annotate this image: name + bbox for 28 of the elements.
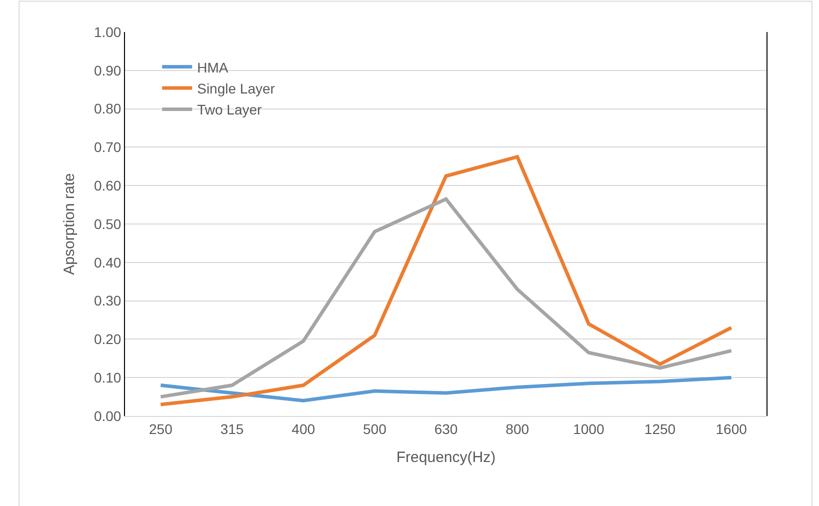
- y-tick-label: 0.00: [94, 408, 122, 424]
- line-series: [158, 197, 734, 399]
- legend-label: Two Layer: [197, 102, 262, 118]
- y-tick-label: 0.60: [94, 178, 122, 194]
- y-tick-label: 0.80: [94, 100, 122, 117]
- x-tick-label: 400: [292, 420, 316, 437]
- y-tick-label: 0.20: [94, 331, 122, 348]
- line-series: [158, 376, 734, 402]
- x-tick-label: 500: [362, 420, 387, 437]
- x-tick-label: 630: [434, 420, 458, 437]
- y-tick-label: 1.00: [94, 24, 122, 40]
- x-tick-label: 1600: [716, 420, 748, 437]
- y-tick-label: 0.70: [94, 139, 122, 156]
- y-tick-label: 0.30: [94, 292, 122, 309]
- x-axis-title: Frequency(Hz): [396, 448, 496, 466]
- legend-label: HMA: [197, 59, 229, 76]
- x-tick-label: 250: [148, 420, 173, 437]
- y-tick-label: 0.10: [94, 370, 122, 386]
- y-axis-title: Apsorption rate: [61, 173, 78, 275]
- x-tick-label: 1000: [573, 420, 604, 437]
- x-tick-label: 315: [220, 420, 244, 437]
- y-tick-label: 0.40: [94, 254, 122, 270]
- y-tick-label: 0.90: [94, 62, 122, 78]
- x-tick-label: 1250: [644, 420, 676, 437]
- line-series: [158, 155, 734, 406]
- legend-label: Single Layer: [197, 80, 276, 96]
- y-tick-label: 0.50: [94, 216, 122, 232]
- x-tick-label: 800: [506, 420, 530, 437]
